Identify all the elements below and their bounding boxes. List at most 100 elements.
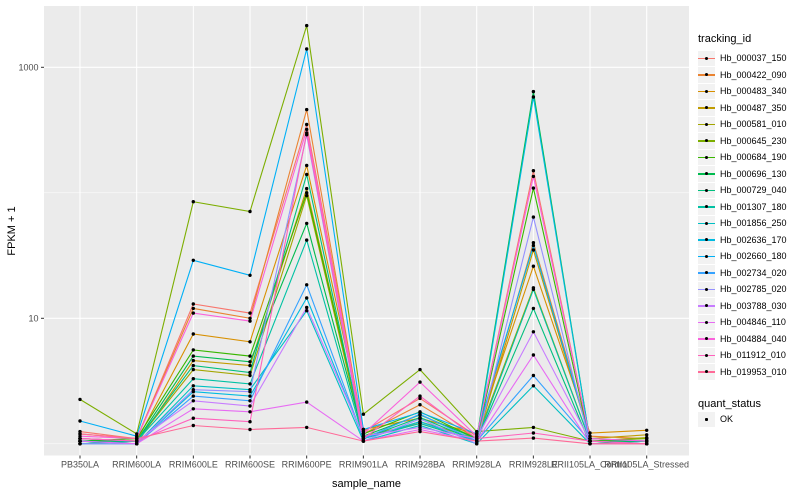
x-tick-label: RRIM600PE: [282, 460, 332, 470]
data-point: [305, 127, 309, 132]
plot-panel: [44, 6, 689, 456]
legend-item-Hb_001307_180: Hb_001307_180: [698, 199, 798, 216]
data-point: [191, 394, 195, 398]
legend-label: Hb_004884_040: [720, 333, 787, 344]
legend-key-icon: [698, 100, 715, 116]
data-point: [305, 221, 309, 226]
data-point: [305, 131, 309, 135]
x-tick-label: RRIM928LE: [509, 460, 558, 470]
data-point: [305, 122, 309, 127]
data-point: [248, 363, 252, 368]
data-point: [191, 354, 195, 358]
x-axis-title: sample_name: [332, 478, 401, 490]
data-point: [531, 306, 536, 311]
data-point: [248, 394, 252, 398]
legend-item-Hb_001856_250: Hb_001856_250: [698, 215, 798, 232]
data-point: [645, 433, 649, 437]
data-point: [418, 380, 422, 384]
data-point: [531, 436, 536, 440]
data-point: [191, 384, 195, 388]
x-tick-label: RRIM901LA: [339, 460, 388, 470]
data-point: [475, 434, 479, 438]
data-point: [531, 89, 536, 94]
data-point: [78, 442, 82, 446]
data-point: [645, 436, 649, 441]
legend-item-Hb_003788_030: Hb_003788_030: [698, 298, 798, 315]
data-point: [78, 432, 82, 436]
data-point: [191, 200, 195, 204]
data-point: [78, 439, 82, 443]
legend-key-icon: [698, 364, 715, 380]
legend-items: Hb_000037_150 Hb_000422_090 Hb_000483_340 H…: [698, 50, 798, 380]
legend-item-Hb_004846_110: Hb_004846_110: [698, 314, 798, 331]
legend-key-icon: [698, 133, 715, 149]
legend-item-Hb_002785_020: Hb_002785_020: [698, 281, 798, 298]
data-point: [531, 425, 536, 430]
data-point: [305, 107, 309, 112]
legend-label: Hb_001856_250: [720, 218, 787, 229]
data-point: [418, 367, 422, 372]
data-point: [135, 434, 139, 438]
y-tick-label: 1000: [18, 62, 38, 72]
data-point: [418, 429, 422, 434]
data-point: [361, 427, 366, 432]
data-point: [531, 264, 536, 268]
y-tick-label: 10: [28, 313, 38, 323]
legend-item-Hb_000696_130: Hb_000696_130: [698, 166, 798, 183]
data-point: [191, 416, 195, 420]
legend-key-icon: [698, 314, 715, 330]
data-point: [305, 172, 309, 177]
data-point: [248, 382, 252, 386]
data-point: [248, 399, 252, 403]
legend-item-Hb_000037_150: Hb_000037_150: [698, 50, 798, 67]
legend-item-Hb_000422_090: Hb_000422_090: [698, 67, 798, 84]
legend-label: Hb_000684_190: [720, 152, 787, 163]
data-point: [475, 442, 479, 446]
legend-title-quant-status: quant_status: [698, 398, 761, 410]
legend-label: Hb_002785_020: [720, 284, 787, 295]
legend-label: Hb_000645_230: [720, 135, 787, 146]
data-point: [305, 305, 309, 310]
data-point: [475, 436, 479, 441]
data-point: [361, 436, 366, 441]
x-tick-label: RRIM600SE: [225, 460, 275, 470]
data-point: [78, 397, 82, 402]
data-point: [645, 442, 649, 446]
data-point: [531, 215, 536, 219]
legend-title-tracking-id: tracking_id: [698, 33, 752, 45]
data-point: [191, 377, 195, 381]
data-point: [531, 330, 536, 334]
legend-key-icon: [698, 83, 715, 99]
legend-key-icon: [698, 248, 715, 264]
data-point: [531, 248, 536, 252]
legend-label: Hb_000037_150: [720, 53, 787, 64]
data-point: [418, 412, 422, 416]
data-point: [305, 47, 309, 51]
data-point: [191, 258, 195, 262]
data-point: [191, 388, 195, 392]
data-point: [248, 340, 252, 344]
x-tick-label: PB350LA: [61, 460, 99, 470]
data-point: [248, 209, 252, 214]
data-point: [531, 243, 536, 248]
data-point: [418, 417, 422, 421]
data-point: [531, 174, 536, 179]
ok-point-icon: [698, 411, 715, 427]
x-tick-label: RRIM928LA: [452, 460, 501, 470]
legend-label: Hb_002660_180: [720, 251, 787, 262]
legend-label: Hb_000487_350: [720, 102, 787, 113]
legend-item-Hb_002636_170: Hb_002636_170: [698, 232, 798, 249]
data-point: [78, 419, 82, 423]
legend-key-icon: [698, 331, 715, 347]
data-point: [305, 309, 309, 313]
legend-label: Hb_004846_110: [720, 317, 786, 328]
data-point: [361, 439, 366, 443]
data-point: [191, 367, 195, 372]
legend-item-Hb_004884_040: Hb_004884_040: [698, 331, 798, 348]
legend-key-icon: [698, 298, 715, 314]
data-point: [645, 439, 649, 443]
data-point: [191, 311, 195, 315]
legend-item-Hb_002660_180: Hb_002660_180: [698, 248, 798, 265]
data-point: [78, 436, 82, 441]
data-point: [191, 306, 195, 311]
